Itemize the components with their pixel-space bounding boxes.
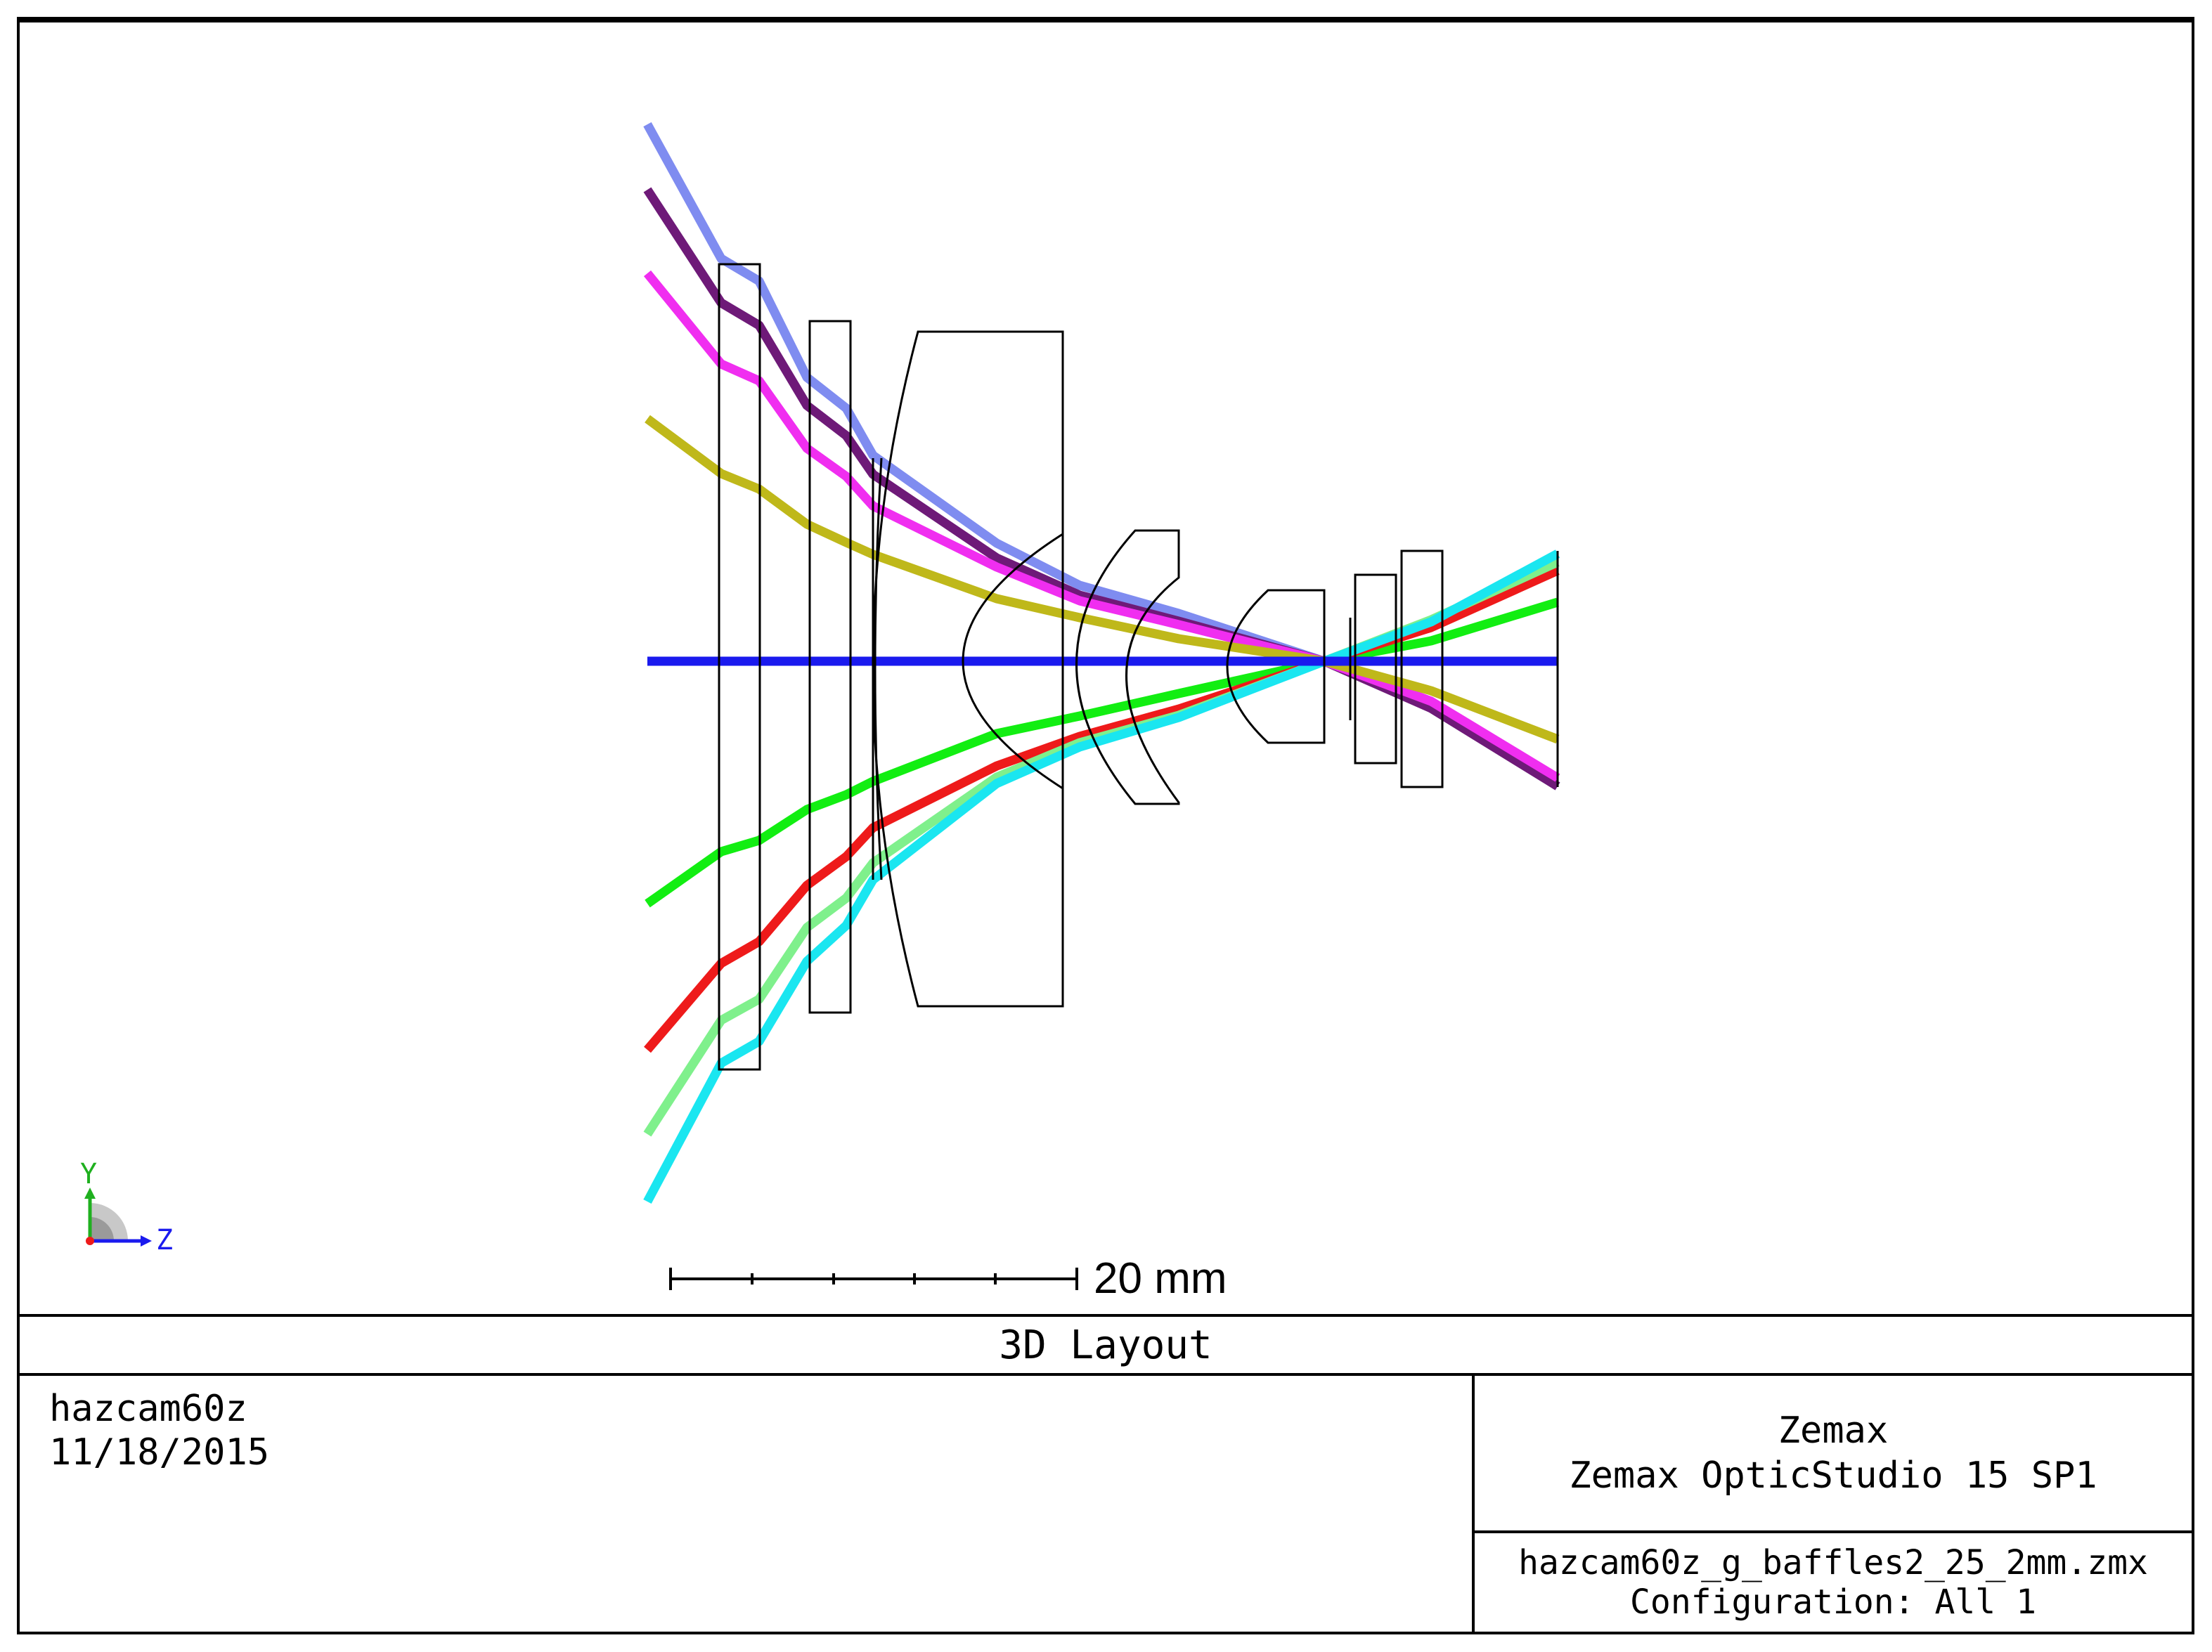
- product-name: Zemax OpticStudio 15 SP1: [1569, 1455, 2097, 1497]
- coordinate-axes-indicator: Y Z: [80, 1158, 173, 1256]
- lens-element-6: [1226, 589, 1326, 744]
- ray-bundle-green: [645, 597, 1559, 908]
- lens-element-1: [718, 263, 761, 1071]
- scale-bar-label: 20 mm: [1094, 1254, 1227, 1303]
- lens-element-8: [1400, 549, 1444, 788]
- info-right-panel: Zemax Zemax OpticStudio 15 SP1 hazcam60z…: [1472, 1376, 2192, 1634]
- lens-name: hazcam60z: [49, 1388, 247, 1430]
- lens-element-5: [1075, 529, 1180, 805]
- ray-bundle-on-axis-cone: [647, 658, 1558, 665]
- z-axis-label: Z: [156, 1224, 173, 1256]
- plot-date: 11/18/2015: [49, 1431, 270, 1474]
- configuration-label: Configuration: All 1: [1630, 1582, 2036, 1622]
- ray-bundle-cyan: [643, 549, 1560, 1204]
- file-info: hazcam60z_g_baffles2_25_2mm.zmx Configur…: [1475, 1533, 2192, 1632]
- layout-frame: Y Z 20 mm 3D Layout hazcam60z 11/18/2015…: [17, 17, 2194, 1634]
- info-left-panel: hazcam60z 11/18/2015: [20, 1376, 1472, 1634]
- y-axis-label: Y: [80, 1158, 97, 1190]
- lens-element-7: [1354, 573, 1397, 765]
- plot-title-bar: 3D Layout: [20, 1314, 2192, 1376]
- lens-element-4: [962, 533, 1063, 790]
- company-name: Zemax: [1778, 1410, 1889, 1452]
- file-name: hazcam60z_g_baffles2_25_2mm.zmx: [1518, 1543, 2148, 1582]
- lens-element-2: [808, 320, 852, 1014]
- lens-element-3-rear-surface: [874, 457, 883, 880]
- optical-layout-diagram: Y Z 20 mm: [80, 122, 1560, 1303]
- plot-area: Y Z 20 mm: [20, 22, 2192, 1314]
- ray-bundle-olive: [645, 415, 1560, 744]
- plot-title: 3D Layout: [999, 1322, 1212, 1368]
- scale-bar: [669, 1268, 1078, 1290]
- lens-element-3: [872, 330, 1064, 1008]
- software-info: Zemax Zemax OpticStudio 15 SP1: [1475, 1376, 2192, 1533]
- ray-bundle-lightgreen: [643, 558, 1560, 1137]
- ray-bundle-magenta: [643, 270, 1560, 782]
